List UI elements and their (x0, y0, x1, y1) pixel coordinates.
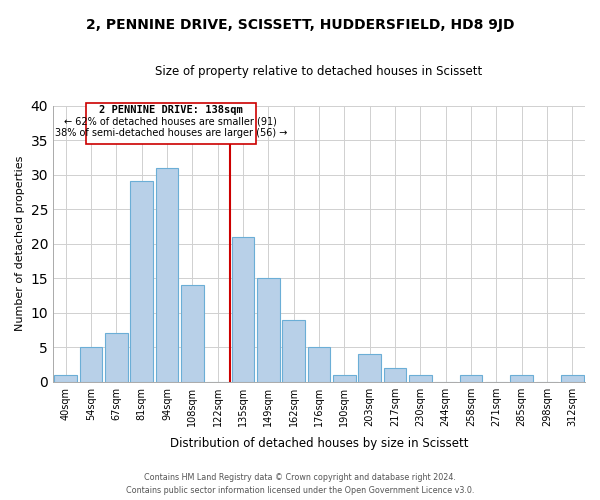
Bar (282, 320, 305, 382)
Y-axis label: Number of detached properties: Number of detached properties (15, 156, 25, 332)
Bar (55, 375, 77, 382)
Bar (181, 285, 204, 382)
Text: 2, PENNINE DRIVE, SCISSETT, HUDDERSFIELD, HD8 9JD: 2, PENNINE DRIVE, SCISSETT, HUDDERSFIELD… (86, 18, 514, 32)
Bar (257, 278, 280, 382)
Text: 38% of semi-detached houses are larger (56) →: 38% of semi-detached houses are larger (… (55, 128, 287, 138)
Text: Contains HM Land Registry data © Crown copyright and database right 2024.
Contai: Contains HM Land Registry data © Crown c… (126, 473, 474, 495)
Bar (232, 236, 254, 382)
Bar (561, 375, 584, 382)
Bar (510, 375, 533, 382)
Text: 2 PENNINE DRIVE: 138sqm: 2 PENNINE DRIVE: 138sqm (99, 106, 243, 116)
Bar (80, 347, 103, 382)
Bar (308, 347, 331, 382)
Bar (358, 354, 381, 382)
Text: ← 62% of detached houses are smaller (91): ← 62% of detached houses are smaller (91… (64, 116, 277, 126)
Bar (130, 182, 153, 382)
X-axis label: Distribution of detached houses by size in Scissett: Distribution of detached houses by size … (170, 437, 468, 450)
Bar (155, 168, 178, 382)
Bar (383, 368, 406, 382)
Bar (105, 334, 128, 382)
Bar (333, 375, 356, 382)
Bar (460, 375, 482, 382)
Title: Size of property relative to detached houses in Scissett: Size of property relative to detached ho… (155, 65, 482, 78)
FancyBboxPatch shape (86, 104, 256, 144)
Bar (409, 375, 432, 382)
